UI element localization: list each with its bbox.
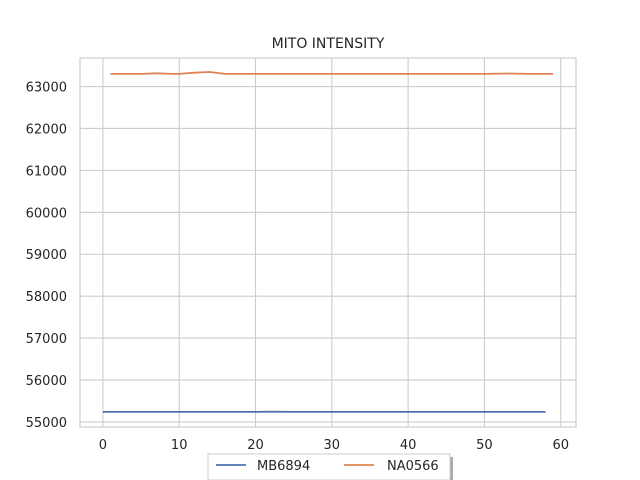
- chart-title: MITO INTENSITY: [272, 36, 385, 52]
- x-tick-label: 40: [400, 438, 417, 453]
- series-line-na0566: [110, 71, 554, 75]
- y-tick-label: 57000: [26, 332, 67, 347]
- legend-label-na0566: NA0566: [387, 459, 439, 474]
- legend-box: [207, 453, 451, 480]
- y-tick-label: 58000: [26, 290, 67, 305]
- y-tick-label: 55000: [26, 416, 67, 431]
- x-axis: 0 10 20 30 40 50 60: [99, 438, 569, 453]
- legend-label-mb6894: MB6894: [257, 459, 310, 474]
- x-tick-label: 0: [99, 438, 107, 453]
- x-tick-label: 20: [247, 438, 264, 453]
- x-tick-label: 10: [171, 438, 188, 453]
- y-tick-label: 61000: [26, 164, 67, 179]
- x-tick-label: 30: [324, 438, 341, 453]
- y-tick-label: 62000: [26, 122, 67, 137]
- y-tick-label: 56000: [26, 374, 67, 389]
- y-tick-label: 59000: [26, 248, 67, 263]
- grid: [80, 58, 576, 427]
- x-tick-label: 60: [552, 438, 569, 453]
- y-tick-label: 60000: [26, 206, 67, 221]
- series-lines: [102, 71, 554, 413]
- y-axis: 55000 56000 57000 58000 59000 60000 61000 62000…: [26, 81, 67, 431]
- legend: MB6894 NA0566: [207, 453, 453, 480]
- y-tick-label: 63000: [26, 81, 67, 96]
- x-tick-label: 50: [476, 438, 493, 453]
- plot-frame: [79, 57, 577, 428]
